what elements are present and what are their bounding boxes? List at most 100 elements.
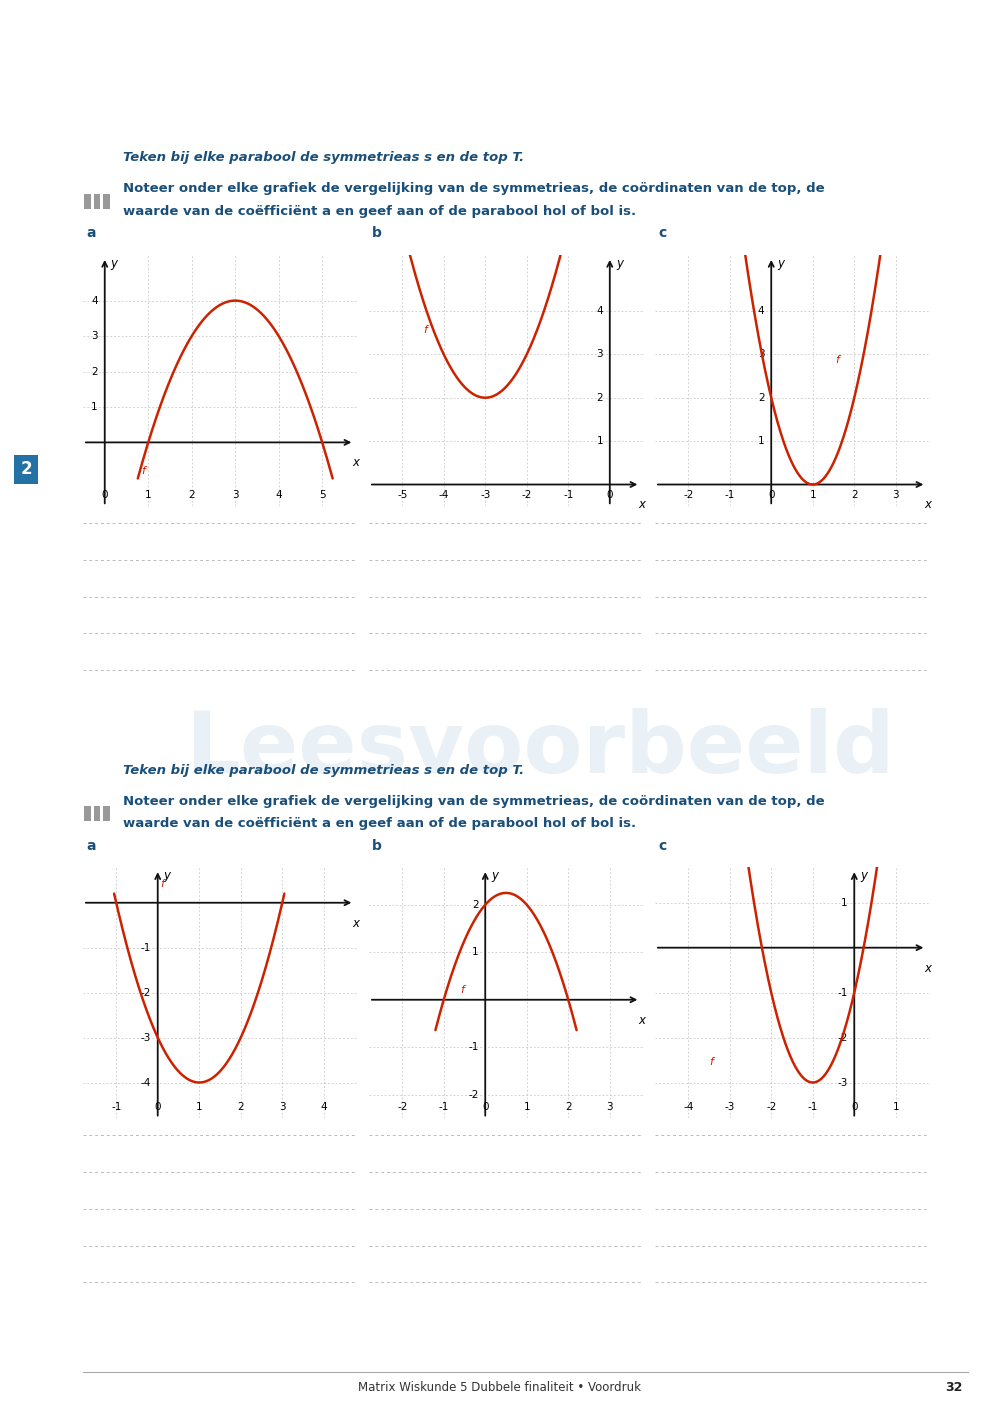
Text: 4: 4 <box>275 489 282 501</box>
Text: 1: 1 <box>145 489 152 501</box>
Text: 3C: 3C <box>90 158 109 173</box>
Text: Matrix Wiskunde 5 Dubbele finaliteit • Voordruk: Matrix Wiskunde 5 Dubbele finaliteit • V… <box>358 1380 642 1394</box>
Text: -3: -3 <box>141 1032 151 1042</box>
Text: 3: 3 <box>596 349 603 359</box>
Text: -2: -2 <box>468 1090 478 1100</box>
Text: 1: 1 <box>892 1102 899 1113</box>
Bar <box>94 194 100 209</box>
Text: -1: -1 <box>468 1042 478 1052</box>
Text: 0: 0 <box>768 489 774 501</box>
Text: 0: 0 <box>101 489 108 501</box>
Text: 2: 2 <box>758 393 764 403</box>
Text: -1: -1 <box>439 1102 449 1113</box>
Text: x: x <box>638 498 645 512</box>
Text: 1: 1 <box>91 402 98 411</box>
Bar <box>84 806 91 822</box>
Text: 1: 1 <box>809 489 816 501</box>
Text: f: f <box>423 325 427 335</box>
Text: f: f <box>460 984 464 994</box>
Text: 3: 3 <box>606 1102 613 1113</box>
Text: b: b <box>372 226 382 240</box>
Text: waarde van de coëfficiënt a en geef aan of de parabool hol of bol is.: waarde van de coëfficiënt a en geef aan … <box>123 205 636 218</box>
Text: x: x <box>924 498 931 512</box>
Bar <box>94 806 100 822</box>
Text: f: f <box>709 1056 713 1066</box>
Text: a: a <box>86 226 96 240</box>
Text: -2: -2 <box>683 489 693 501</box>
Text: 2: 2 <box>237 1102 244 1113</box>
Text: c: c <box>658 839 666 853</box>
Text: 5: 5 <box>319 489 326 501</box>
Text: 4: 4 <box>758 305 764 315</box>
Text: 3: 3 <box>232 489 239 501</box>
Text: 4: 4 <box>596 305 603 315</box>
Bar <box>103 194 110 209</box>
Text: 2: 2 <box>91 366 98 376</box>
Bar <box>84 194 91 209</box>
Text: x: x <box>352 457 359 469</box>
Text: b: b <box>372 839 382 853</box>
Text: -1: -1 <box>725 489 735 501</box>
Text: 2: 2 <box>851 489 858 501</box>
Text: -3: -3 <box>725 1102 735 1113</box>
Text: f: f <box>836 355 839 365</box>
Text: -1: -1 <box>141 943 151 953</box>
Text: -4: -4 <box>141 1077 151 1087</box>
Text: -3: -3 <box>480 489 490 501</box>
Text: Noteer onder elke grafiek de vergelijking van de symmetrieas, de coördinaten van: Noteer onder elke grafiek de vergelijkin… <box>123 795 825 807</box>
Text: 0: 0 <box>482 1102 488 1113</box>
Text: Leesvoorbeeld: Leesvoorbeeld <box>185 708 895 790</box>
Text: -5: -5 <box>397 489 407 501</box>
Text: -2: -2 <box>397 1102 407 1113</box>
Text: 3: 3 <box>279 1102 286 1113</box>
Text: 1: 1 <box>596 436 603 447</box>
Text: 2: 2 <box>188 489 195 501</box>
Text: -4: -4 <box>683 1102 693 1113</box>
Text: -2: -2 <box>141 987 151 998</box>
Text: 2: 2 <box>472 899 478 909</box>
Text: 32: 32 <box>946 1380 963 1394</box>
Text: 5: 5 <box>95 771 104 785</box>
Text: waarde van de coëfficiënt a en geef aan of de parabool hol of bol is.: waarde van de coëfficiënt a en geef aan … <box>123 817 636 830</box>
Text: y: y <box>491 870 498 882</box>
Text: 4: 4 <box>91 296 98 305</box>
Text: y: y <box>111 257 118 270</box>
Text: -2: -2 <box>522 489 532 501</box>
Text: -2: -2 <box>766 1102 776 1113</box>
Text: y: y <box>164 870 171 882</box>
Text: 0: 0 <box>851 1102 858 1113</box>
Text: y: y <box>777 257 784 270</box>
Text: -3: -3 <box>837 1077 847 1087</box>
Text: 1: 1 <box>758 436 764 447</box>
Text: -1: -1 <box>837 987 847 998</box>
Text: 1: 1 <box>472 947 478 957</box>
Text: Teken bij elke parabool de symmetrieas s en de top T.: Teken bij elke parabool de symmetrieas s… <box>123 764 524 776</box>
Text: -1: -1 <box>808 1102 818 1113</box>
Text: 2: 2 <box>596 393 603 403</box>
Text: 1: 1 <box>841 898 847 908</box>
Text: f: f <box>142 467 146 477</box>
Text: 3: 3 <box>892 489 899 501</box>
Text: 1: 1 <box>523 1102 530 1113</box>
Bar <box>103 806 110 822</box>
Text: 3: 3 <box>91 331 98 341</box>
Text: x: x <box>352 916 359 929</box>
Text: x: x <box>638 1014 645 1027</box>
Text: 2: 2 <box>565 1102 572 1113</box>
Text: 2: 2 <box>20 461 32 478</box>
Text: 4: 4 <box>320 1102 327 1113</box>
Text: Teken bij elke parabool de symmetrieas s en de top T.: Teken bij elke parabool de symmetrieas s… <box>123 151 524 164</box>
Text: x: x <box>924 962 931 974</box>
Text: y: y <box>860 870 867 882</box>
Text: -1: -1 <box>111 1102 121 1113</box>
Text: a: a <box>86 839 96 853</box>
Text: -4: -4 <box>439 489 449 501</box>
Text: 1: 1 <box>196 1102 203 1113</box>
Text: -2: -2 <box>837 1032 847 1042</box>
Text: y: y <box>616 257 623 270</box>
Text: 0: 0 <box>607 489 613 501</box>
Text: f: f <box>160 880 164 889</box>
Text: 0: 0 <box>154 1102 161 1113</box>
Text: c: c <box>658 226 666 240</box>
Text: -1: -1 <box>563 489 573 501</box>
